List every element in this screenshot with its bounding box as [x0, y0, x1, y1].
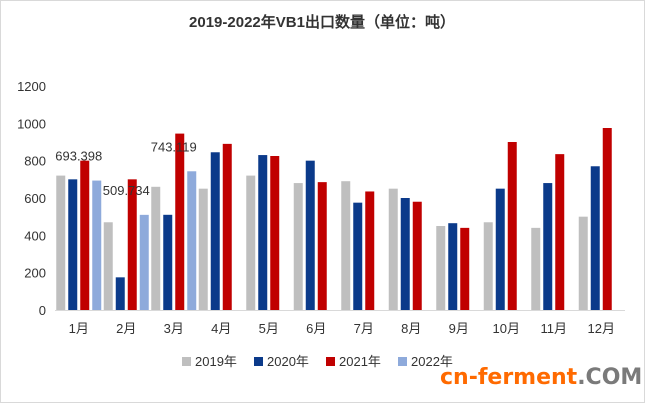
bar-2020年-2月 [115, 277, 125, 310]
bar-2019年-1月 [56, 175, 66, 310]
bar-2020年-8月 [400, 198, 410, 310]
bar-2020年-6月 [305, 160, 315, 310]
y-tick-label: 200 [24, 266, 46, 281]
bar-2021年-5月 [270, 156, 280, 310]
bar-2020年-9月 [448, 223, 458, 310]
bar-2020年-3月 [163, 214, 173, 310]
x-tick-label: 6月 [306, 321, 326, 336]
data-label: 693.398 [55, 149, 102, 164]
bar-2019年-4月 [198, 188, 208, 310]
x-tick-label: 5月 [259, 321, 279, 336]
x-tick-label: 10月 [493, 321, 520, 336]
x-tick-label: 8月 [401, 321, 421, 336]
legend-label: 2022年 [411, 354, 453, 369]
bar-2022年-3月 [187, 171, 197, 310]
bar-2021年-10月 [507, 142, 517, 310]
bar-2019年-10月 [483, 222, 493, 310]
legend-label: 2019年 [195, 354, 237, 369]
x-tick-label: 9月 [449, 321, 469, 336]
bar-2019年-5月 [246, 175, 256, 310]
bar-2022年-1月 [92, 180, 102, 310]
bar-2021年-3月 [175, 133, 185, 310]
chart-title: 2019-2022年VB1出口数量（单位：吨） [189, 13, 455, 31]
x-tick-label: 4月 [211, 321, 231, 336]
bar-2020年-5月 [258, 155, 268, 310]
bar-2020年-7月 [353, 202, 363, 310]
x-tick-label: 12月 [588, 321, 615, 336]
bar-2019年-8月 [388, 188, 398, 310]
y-tick-label: 800 [24, 154, 46, 169]
bar-2021年-11月 [555, 154, 565, 310]
y-tick-label: 400 [24, 228, 46, 243]
x-tick-label: 3月 [164, 321, 184, 336]
bar-2021年-4月 [222, 143, 232, 310]
bar-2021年-9月 [460, 227, 470, 310]
bar-2019年-2月 [103, 222, 113, 310]
bar-2021年-12月 [602, 128, 612, 310]
legend-label: 2020年 [267, 354, 309, 369]
legend-swatch-2019年 [182, 357, 191, 366]
data-label: 509.734 [103, 183, 150, 198]
bar-2019年-3月 [151, 186, 161, 310]
watermark-main: cn-ferment [440, 365, 578, 390]
legend-swatch-2021年 [326, 357, 335, 366]
bar-2021年-2月 [127, 179, 137, 310]
bar-2019年-7月 [341, 181, 351, 310]
bar-2020年-11月 [543, 183, 553, 310]
bar-2020年-1月 [68, 179, 78, 310]
bar-2020年-12月 [590, 166, 600, 310]
x-tick-label: 7月 [354, 321, 374, 336]
bar-2019年-9月 [436, 226, 446, 310]
x-tick-label: 1月 [69, 321, 89, 336]
legend-swatch-2022年 [398, 357, 407, 366]
legend-label: 2021年 [339, 354, 381, 369]
x-tick-label: 2月 [116, 321, 136, 336]
bar-2021年-6月 [317, 182, 327, 310]
bar-2022年-2月 [139, 214, 149, 310]
bar-2019年-11月 [531, 227, 541, 310]
bar-2021年-8月 [412, 201, 422, 310]
bar-2020年-10月 [495, 188, 505, 310]
bar-2019年-12月 [578, 216, 588, 310]
y-tick-label: 0 [39, 303, 46, 318]
watermark-suffix: .COM [577, 365, 643, 390]
y-tick-label: 600 [24, 191, 46, 206]
y-tick-label: 1200 [17, 79, 46, 94]
bar-2021年-7月 [365, 191, 375, 310]
data-label: 743.119 [151, 139, 197, 154]
site-watermark: cn-ferment.COM [440, 365, 642, 390]
bar-2020年-4月 [210, 152, 220, 310]
x-tick-label: 11月 [541, 321, 568, 336]
bar-2021年-1月 [80, 160, 90, 310]
legend-swatch-2020年 [254, 357, 263, 366]
y-tick-label: 1000 [17, 116, 46, 131]
bar-2019年-6月 [293, 183, 303, 310]
